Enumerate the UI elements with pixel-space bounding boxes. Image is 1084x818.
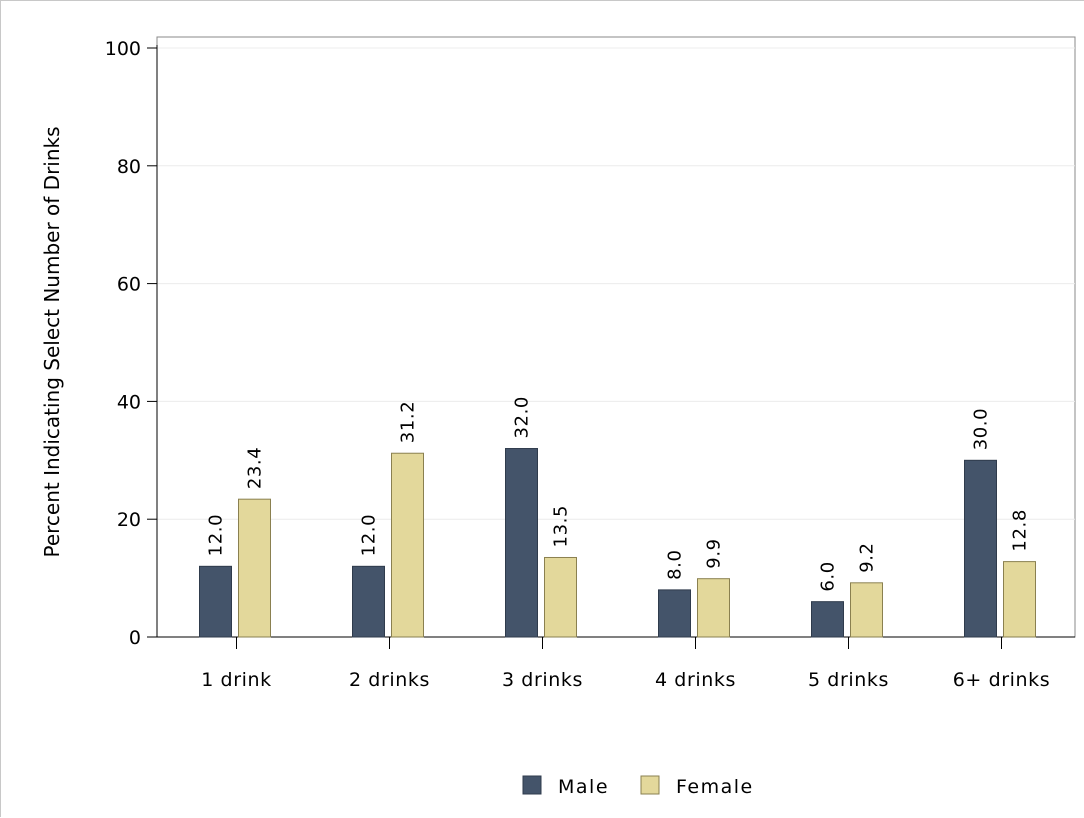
data-label: 31.2 (398, 401, 419, 443)
y-tick-label: 100 (105, 38, 141, 60)
y-tick-label: 40 (117, 391, 141, 413)
data-label: 9.2 (857, 542, 878, 572)
x-tick-label: 3 drinks (502, 669, 583, 691)
y-axis-title: Percent Indicating Select Number of Drin… (40, 126, 64, 557)
data-label: 23.4 (245, 447, 266, 489)
data-label: 12.8 (1010, 509, 1031, 551)
legend: Male Female (522, 775, 754, 798)
data-label: 12.0 (359, 514, 380, 556)
gridlines (156, 36, 1076, 638)
legend-swatch-female (640, 775, 660, 795)
data-label: 13.5 (551, 505, 572, 547)
x-axis: 1 drink 2 drinks 3 drinks 4 drinks 5 drinks 6… (157, 636, 1075, 691)
bar-male (811, 601, 844, 638)
bar-male (658, 589, 691, 638)
x-tick-label: 4 drinks (655, 669, 736, 691)
x-tick-label: 6+ drinks (953, 669, 1051, 691)
y-tick-label: 80 (117, 156, 141, 178)
data-label: 32.0 (512, 396, 533, 438)
y-tick-label: 0 (129, 627, 141, 649)
data-label: 6.0 (818, 561, 839, 591)
bar-male (352, 565, 385, 638)
data-label: 12.0 (206, 514, 227, 556)
data-labels: 12.0 23.4 12.0 31.2 32.0 13.5 8.0 9.9 6.0 9.2 30.0… (206, 396, 1031, 592)
bar-female (697, 578, 730, 638)
legend-label-female: Female (676, 776, 754, 798)
bars (199, 448, 1036, 638)
x-tick-label: 1 drink (201, 669, 272, 691)
data-label: 9.9 (704, 538, 725, 568)
legend-label-male: Male (558, 776, 609, 798)
bar-male (964, 459, 997, 638)
data-label: 8.0 (665, 549, 686, 579)
legend-swatch-male (522, 775, 542, 795)
bar-female (544, 556, 577, 638)
bar-female (1003, 561, 1036, 638)
y-tick-label: 20 (117, 509, 141, 531)
bar-male (505, 448, 538, 638)
bar-female (238, 498, 271, 638)
data-label: 30.0 (971, 408, 992, 450)
x-tick-label: 2 drinks (349, 669, 430, 691)
bar-female (391, 452, 424, 638)
x-tick-label: 5 drinks (808, 669, 889, 691)
plot-area-border (156, 36, 1076, 638)
y-tick-label: 60 (117, 274, 141, 296)
bar-female (850, 582, 883, 638)
bar-male (199, 565, 232, 638)
y-axis: 0 20 40 60 80 100 (105, 38, 158, 649)
